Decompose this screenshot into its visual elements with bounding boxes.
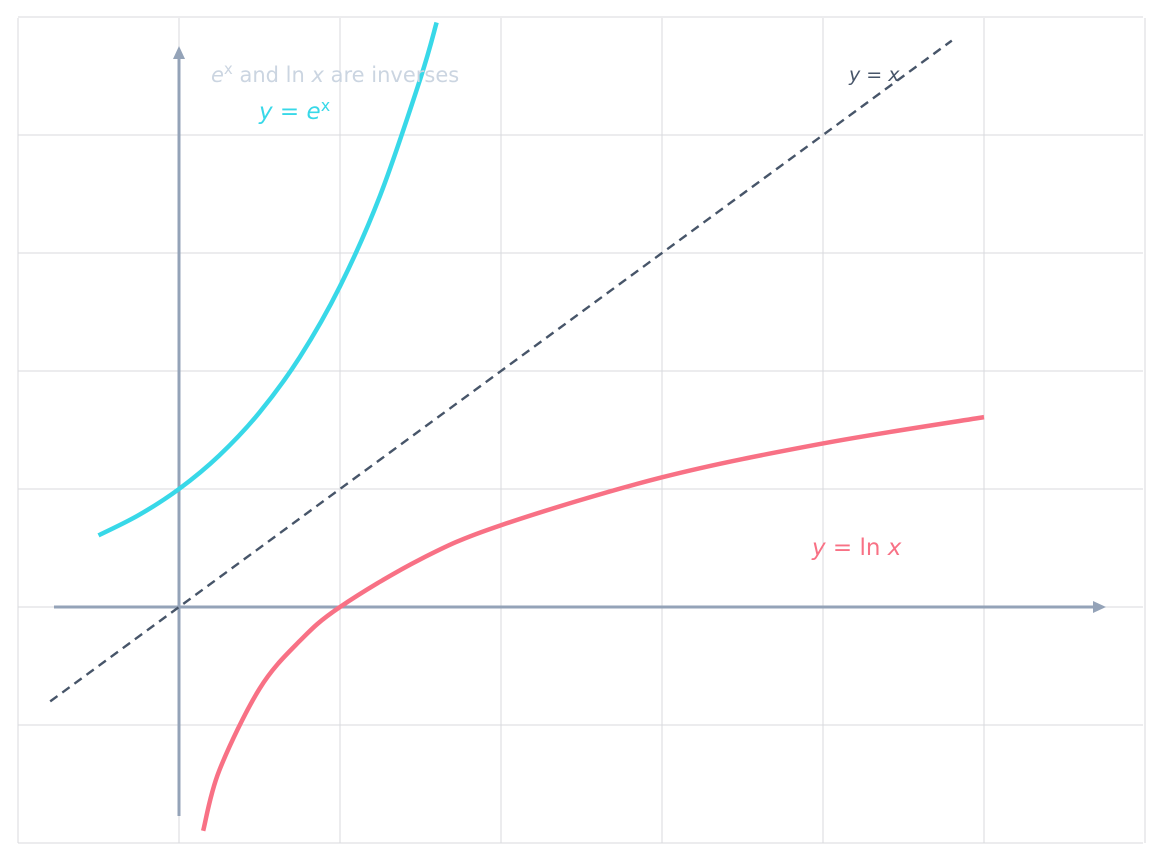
series-label-identity: y = x xyxy=(848,64,900,86)
series-label-exp: y = ex xyxy=(258,96,330,125)
series-label-ln: y = ln x xyxy=(811,535,902,561)
line-identity xyxy=(49,39,953,703)
y-axis-arrow xyxy=(173,46,185,59)
axes xyxy=(54,46,1106,816)
grid xyxy=(17,16,1146,844)
plot-area xyxy=(49,21,985,832)
curve-ln xyxy=(200,414,985,832)
curve-exp xyxy=(97,21,439,538)
x-axis-arrow xyxy=(1093,601,1106,613)
chart-annotation: ex and ln x are inverses xyxy=(211,60,459,87)
